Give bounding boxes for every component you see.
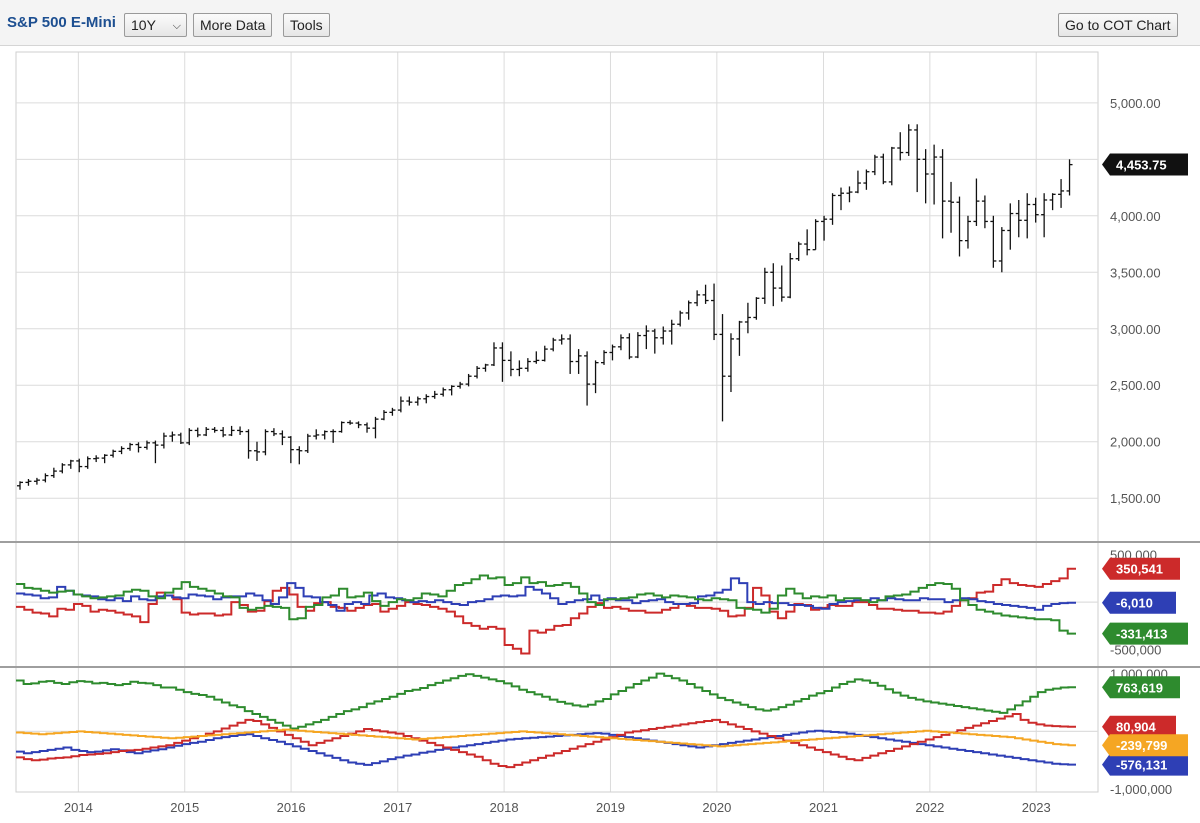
series-last-label-tag [1102, 557, 1180, 580]
series-last-label-tag [1102, 753, 1188, 776]
series-line [16, 713, 1076, 769]
series-last-label: 80,904 [1116, 720, 1157, 735]
x-tick-label: 2017 [383, 800, 412, 815]
tools-button[interactable]: Tools [283, 13, 330, 37]
x-tick-label: 2020 [702, 800, 731, 815]
last-price-label-tag [1102, 153, 1188, 176]
x-tick-label: 2022 [915, 800, 944, 815]
series-last-label-tag [1102, 622, 1188, 645]
cot-chart-button[interactable]: Go to COT Chart [1058, 13, 1178, 37]
range-select[interactable]: 10Y ⌵ [124, 13, 187, 37]
x-tick-label: 2016 [277, 800, 306, 815]
y-tick-label: -1,000,000 [1110, 782, 1172, 797]
series-last-label: 350,541 [1116, 562, 1163, 577]
x-tick-label: 2014 [64, 800, 93, 815]
chevron-down-icon: ⌵ [172, 20, 181, 32]
series-line [16, 577, 1076, 612]
y-tick-label: 5,000.00 [1110, 96, 1161, 111]
series-last-label: -239,799 [1116, 738, 1167, 753]
series-last-label: -6,010 [1116, 596, 1153, 611]
series-last-label: -576,131 [1116, 758, 1167, 773]
series-last-label-tag [1102, 734, 1188, 757]
y-tick-label: 3,000.00 [1110, 322, 1161, 337]
y-tick-label: 3,500.00 [1110, 265, 1161, 280]
series-last-label-tag [1102, 715, 1176, 738]
range-select-label: 10Y [131, 17, 156, 33]
x-tick-label: 2018 [490, 800, 519, 815]
y-tick-label: 2,000.00 [1110, 435, 1161, 450]
chart-area: 2014 2015 2016 2017 2018 2019 2020 2021 2022 2023… [0, 46, 1200, 818]
series-last-label-tag [1102, 676, 1180, 699]
more-data-button[interactable]: More Data [193, 13, 273, 37]
plot-frame [15, 51, 1099, 793]
series-line [16, 574, 1076, 635]
toolbar: S&P 500 E-Mini 10Y ⌵ More Data Tools Go … [0, 0, 1200, 46]
series-line [16, 672, 1076, 730]
series-last-label: -331,413 [1116, 627, 1167, 642]
x-tick-label: 2019 [596, 800, 625, 815]
series-line [16, 728, 1076, 748]
x-tick-label: 2021 [809, 800, 838, 815]
x-tick-label: 2023 [1022, 800, 1051, 815]
chart-title: S&P 500 E-Mini [7, 14, 116, 31]
chart-svg: 2014 2015 2016 2017 2018 2019 2020 2021 2022 2023… [0, 51, 1200, 815]
y-tick-label: 1,500.00 [1110, 491, 1161, 506]
series-last-label: 763,619 [1116, 680, 1163, 695]
y-tick-label: 4,000.00 [1110, 209, 1161, 224]
y-tick-label: -500,000 [1110, 643, 1161, 658]
series-line [16, 729, 1076, 766]
x-tick-label: 2015 [170, 800, 199, 815]
y-tick-label: 2,500.00 [1110, 378, 1161, 393]
last-price-label: 4,453.75 [1116, 158, 1167, 173]
series-last-label-tag [1102, 591, 1176, 614]
series-line [16, 567, 1076, 655]
